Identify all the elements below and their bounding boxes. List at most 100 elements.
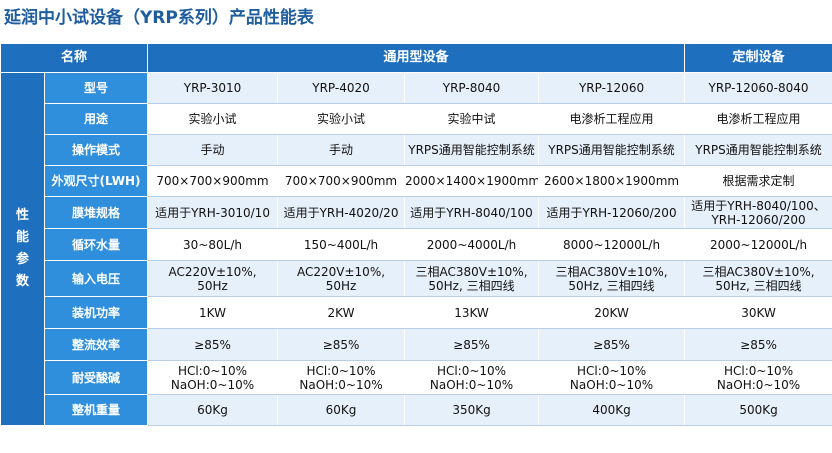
custom-equipment-header: 定制设备: [684, 43, 832, 73]
table-cell: 2000~4000L/h: [404, 228, 540, 261]
cell-line: 适用于YRH-12060/200: [546, 205, 677, 220]
table-cell: 电渗析工程应用: [684, 103, 832, 135]
table-cell: 700×700×900mm: [147, 165, 279, 197]
table-cell: ≥85%: [538, 328, 686, 361]
cell-line: YRP-8040: [442, 81, 501, 95]
table-cell: HCl:0~10% NaOH:0~10%: [277, 360, 406, 395]
table-cell: 350Kg: [404, 394, 540, 426]
row-label: 整流效率: [43, 328, 149, 361]
cell-line: NaOH:0~10%: [716, 377, 801, 392]
table-cell: 根据需求定制: [684, 165, 832, 197]
cell-line: 8000~12000L/h: [562, 237, 661, 252]
row-label: 型号: [43, 72, 149, 104]
cell-line: NaOH:0~10%: [299, 377, 383, 392]
table-cell: HCl:0~10% NaOH:0~10%: [404, 360, 540, 395]
cell-line: ≥85%: [453, 337, 490, 352]
cell-line: YRPS通用智能控制系统: [408, 143, 535, 157]
table-cell: AC220V±10%, 50Hz: [147, 260, 279, 297]
cell-line: ≥85%: [322, 337, 360, 352]
cell-line: 50Hz: [325, 278, 357, 293]
table-row: 输入电压 AC220V±10%, 50Hz AC220V±10%, 50Hz 三相AC38…: [1, 260, 832, 297]
row-label: 输入电压: [43, 260, 149, 297]
table-cell: 30KW: [684, 296, 832, 329]
cell-line: ≥85%: [740, 337, 777, 352]
table-cell: YRP-12060: [538, 72, 686, 104]
table-cell: 1KW: [147, 296, 279, 329]
table-cell: 手动: [277, 134, 406, 166]
cell-line: HCl:0~10%: [436, 363, 507, 378]
cell-line: 三相AC380V±10%,: [555, 264, 668, 279]
page-title: 延润中小试设备（YRP系列）产品性能表: [4, 8, 314, 28]
name-header: 名称: [0, 43, 149, 73]
table-cell: 实验中试: [404, 103, 540, 135]
row-label: 循环水量: [43, 228, 149, 261]
table-cell: HCl:0~10% NaOH:0~10%: [538, 360, 686, 395]
table-cell: 700×700×900mm: [277, 165, 406, 197]
table-cell: ≥85%: [277, 328, 406, 361]
table-cell: HCl:0~10% NaOH:0~10%: [147, 360, 279, 395]
cell-line: 实验小试: [317, 112, 366, 126]
cell-line: 根据需求定制: [722, 174, 795, 188]
cell-line: NaOH:0~10%: [170, 377, 255, 392]
table-cell: 电渗析工程应用: [538, 103, 686, 135]
table-cell: AC220V±10%, 50Hz: [277, 260, 406, 297]
table-cell: 三相AC380V±10%, 50Hz, 三相四线: [684, 260, 832, 297]
cell-line: 700×700×900mm: [284, 174, 398, 188]
general-equipment-header: 通用型设备: [147, 43, 686, 73]
cell-line: YRP-3010: [183, 81, 242, 95]
table-cell: 实验小试: [277, 103, 406, 135]
header-row: 名称 通用型设备 定制设备: [0, 43, 832, 73]
table-cell: YRP-4020: [277, 72, 406, 104]
cell-line: NaOH:0~10%: [429, 377, 514, 392]
cell-line: 适用于YRH-8040/100、: [691, 198, 826, 213]
cell-line: YRP-12060-8040: [708, 81, 809, 95]
cell-line: 2600×1800×1900mm: [543, 174, 680, 188]
table-cell: 13KW: [404, 296, 540, 329]
cell-line: 50Hz: [197, 278, 228, 293]
cell-line: YRP-12060: [578, 81, 645, 95]
table-cell: YRPS通用智能控制系统: [684, 134, 832, 166]
table-row: 耐受酸碱 HCl:0~10% NaOH:0~10% HCl:0~10% NaOH:0~1…: [1, 360, 832, 395]
table-cell: YRP-8040: [404, 72, 540, 104]
cell-line: 500Kg: [739, 403, 778, 417]
row-label: 整机重量: [43, 394, 149, 426]
table-cell: 2000~12000L/h: [684, 228, 832, 261]
cell-line: 2000~4000L/h: [426, 237, 517, 252]
table-row: 膜堆规格 适用于YRH-3010/10 适用于YRH-4020/20 适用于YRH-8…: [1, 196, 832, 229]
row-label: 装机功率: [43, 296, 149, 329]
table-row: 操作模式 手动 手动 YRPS通用智能控制系统 YRPS通用智能控制系统 YRPS通用智能…: [1, 134, 832, 166]
table-cell: 150~400L/h: [277, 228, 406, 261]
cell-line: 13KW: [454, 305, 489, 320]
cell-line: 手动: [329, 143, 354, 157]
row-label: 用途: [43, 103, 149, 135]
table-cell: 适用于YRH-3010/10: [147, 196, 279, 229]
table-row: 整流效率 ≥85% ≥85% ≥85% ≥85% ≥85%: [1, 328, 832, 361]
cell-line: 三相AC380V±10%,: [415, 264, 528, 279]
table-row: 循环水量 30~80L/h 150~400L/h 2000~4000L/h 8000~1…: [1, 228, 832, 261]
cell-line: 电渗析工程应用: [569, 112, 654, 126]
cell-line: 2000×1400×1900mm: [405, 174, 539, 188]
table-row: 外观尺寸(LWH) 700×700×900mm 700×700×900mm 2000×…: [1, 165, 832, 197]
cell-line: 400Kg: [592, 403, 631, 417]
cell-line: ≥85%: [194, 337, 231, 352]
table-cell: 60Kg: [147, 394, 279, 426]
cell-line: 50Hz, 三相四线: [568, 278, 655, 293]
cell-line: 适用于YRH-8040/100: [410, 205, 533, 220]
table-cell: 实验小试: [147, 103, 279, 135]
cell-line: AC220V±10%,: [168, 264, 257, 279]
table-row: 用途 实验小试 实验小试 实验中试 电渗析工程应用 电渗析工程应用: [1, 103, 832, 135]
cell-line: HCl:0~10%: [723, 363, 794, 378]
table-cell: 30~80L/h: [147, 228, 279, 261]
table-cell: 三相AC380V±10%, 50Hz, 三相四线: [404, 260, 540, 297]
cell-line: ≥85%: [593, 337, 630, 352]
cell-line: 60Kg: [197, 403, 228, 417]
cell-line: 实验中试: [447, 112, 496, 126]
table-cell: ≥85%: [147, 328, 279, 361]
row-label: 耐受酸碱: [43, 360, 149, 395]
cell-line: AC220V±10%,: [297, 264, 386, 279]
cell-line: 350Kg: [452, 403, 491, 417]
performance-params-group-label: 性能参数: [0, 72, 45, 426]
cell-line: 电渗析工程应用: [716, 112, 801, 126]
cell-line: 2KW: [327, 305, 355, 320]
table-cell: ≥85%: [404, 328, 540, 361]
